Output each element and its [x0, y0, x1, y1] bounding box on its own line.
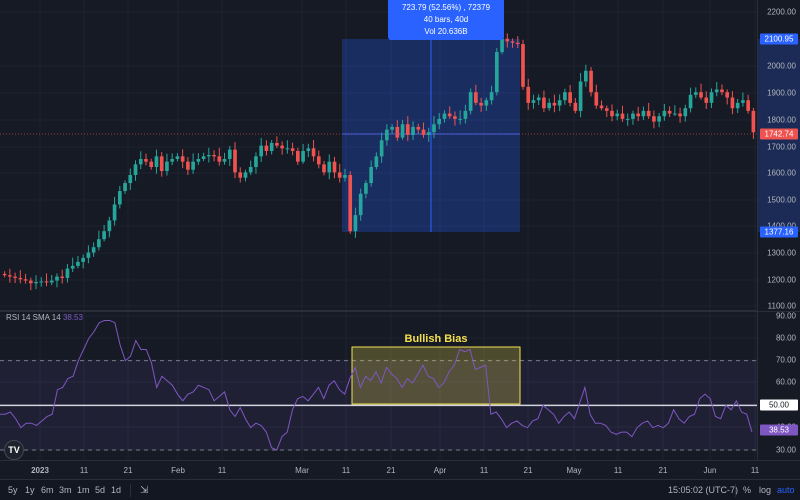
rsi-chart[interactable] [0, 312, 757, 460]
rsi-pane[interactable] [0, 312, 757, 460]
time-tick: May [566, 466, 582, 475]
price-tick: 1700.00 [767, 142, 796, 152]
price-tick: 2000.00 [767, 61, 796, 71]
range-5y-button[interactable]: 5y [8, 485, 18, 495]
range-5d-button[interactable]: 5d [95, 485, 106, 495]
range-6m-button[interactable]: 6m [41, 485, 54, 495]
current-price-tag: 1742.74 [760, 128, 798, 140]
price-tick: 1100.00 [767, 301, 796, 311]
time-tick: 11 [79, 466, 89, 475]
rsi-midline-tag: 50.00 [760, 399, 798, 411]
log-scale-toggle[interactable]: log [759, 485, 772, 495]
time-tick: 21 [523, 466, 533, 475]
range-1m-button[interactable]: 1m [77, 485, 90, 495]
time-tick: Feb [171, 466, 185, 475]
candlestick-chart[interactable] [0, 0, 757, 311]
price-tick: 1400.00 [767, 222, 796, 231]
time-tick: 11 [217, 466, 227, 475]
time-tick: Jun [703, 466, 717, 475]
auto-scale-toggle[interactable]: auto [777, 485, 795, 495]
rsi-tick: 90.00 [775, 311, 796, 321]
clock[interactable]: 15:05:02 (UTC-7) [668, 485, 739, 495]
rsi-legend-name: RSI 14 SMA 14 [6, 313, 61, 322]
range-1d-button[interactable]: 1d [111, 485, 122, 495]
time-tick: 21 [123, 466, 133, 475]
measure-tooltip: 723.79 (52.56%) , 72379 40 bars, 40d Vol… [388, 0, 504, 40]
rsi-tick: 60.00 [775, 377, 796, 387]
bullish-bias-annotation[interactable]: Bullish Bias [404, 333, 468, 345]
price-tick: 1500.00 [767, 195, 796, 205]
rsi-tick: 80.00 [775, 333, 796, 343]
rsi-tick: 30.00 [775, 445, 796, 455]
measure-change: 723.79 (52.56%) , 72379 [401, 3, 491, 12]
rsi-current-tag: 38.53 [760, 424, 798, 436]
tradingview-logo-icon[interactable]: TV [4, 440, 24, 460]
goto-date-icon[interactable]: ⇲ [140, 485, 149, 496]
price-tick: 2200.00 [767, 7, 796, 17]
price-tick: 1800.00 [767, 115, 796, 125]
pane-separator[interactable] [0, 310, 800, 312]
bottom-toolbar: 5y 1y 6m 3m 1m 5d 1d ⇲ 15:05:02 (UTC-7) … [0, 479, 800, 500]
time-tick: 11 [613, 466, 623, 475]
time-tick: 21 [386, 466, 396, 475]
price-tick: 1600.00 [767, 168, 796, 178]
toolbar-divider [130, 484, 131, 497]
range-1y-button[interactable]: 1y [25, 485, 35, 495]
time-tick: 11 [341, 466, 351, 475]
price-axis[interactable]: 2200.00 2000.00 1900.00 1800.00 1700.00 1600.… [757, 0, 800, 311]
rsi-tick: 70.00 [775, 355, 796, 365]
toolbar-divider [735, 484, 736, 497]
low-price-tag: 1377.16 [760, 226, 798, 238]
time-tick: Apr [433, 466, 447, 475]
price-pane[interactable] [0, 0, 757, 311]
rsi-legend[interactable]: RSI 14 SMA 14 38.53 [6, 313, 83, 322]
percent-scale-toggle[interactable]: % [743, 485, 752, 495]
measure-bars: 40 bars, 40d [423, 15, 469, 24]
time-tick: Mar [295, 466, 309, 475]
range-3m-button[interactable]: 3m [59, 485, 72, 495]
price-tick: 1900.00 [767, 88, 796, 98]
rsi-legend-value: 38.53 [62, 313, 83, 322]
high-price-tag: 2100.95 [760, 33, 798, 45]
time-tick: 2023 [31, 466, 49, 475]
time-tick: 11 [750, 466, 760, 475]
price-tick: 1200.00 [767, 275, 796, 285]
time-tick: 11 [479, 466, 489, 475]
time-axis[interactable]: ⚙ 20231121Feb11Mar1121Apr1121May1121Jun1… [0, 460, 800, 479]
price-tick: 1300.00 [767, 248, 796, 258]
time-tick: 21 [658, 466, 668, 475]
measure-volume: Vol 20.636B [424, 27, 468, 36]
